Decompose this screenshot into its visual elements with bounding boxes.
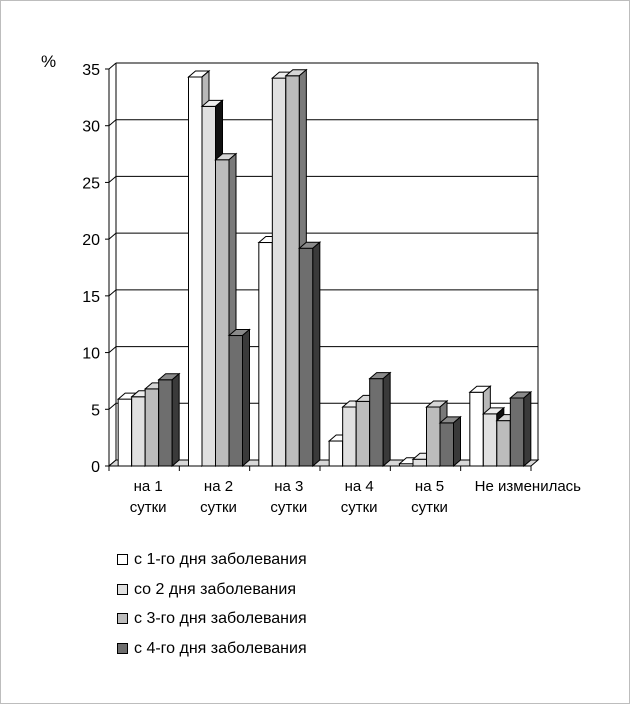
y-tick-label: 15 xyxy=(82,289,100,306)
y-tick-label: 0 xyxy=(91,459,100,476)
bar-front xyxy=(328,440,344,467)
bar-front xyxy=(131,396,146,467)
y-tick-label: 10 xyxy=(82,346,100,363)
bar-side xyxy=(312,241,321,468)
x-tick-label-line2: сутки xyxy=(270,499,307,516)
side-wall-line xyxy=(108,346,117,353)
bar-front xyxy=(482,413,498,467)
bar-front xyxy=(298,247,314,467)
legend-label: со 2 дня заболевания xyxy=(134,580,296,598)
bar xyxy=(438,415,462,468)
bar-side xyxy=(242,328,250,468)
side-wall-line xyxy=(108,176,117,183)
x-tick-label: Не изменилась xyxy=(475,478,582,495)
x-tick-label-line2: сутки xyxy=(130,499,167,516)
bar-front xyxy=(201,105,216,467)
y-tick-label: 35 xyxy=(82,62,100,79)
bar-side xyxy=(453,415,461,468)
bar xyxy=(157,372,181,468)
legend-swatch xyxy=(117,613,128,625)
legend: с 1-го дня заболевания со 2 дня заболеван… xyxy=(117,545,307,663)
x-tick-label: на 3 xyxy=(274,478,303,495)
bar-front xyxy=(258,242,273,467)
x-tick-label-line2: сутки xyxy=(411,499,448,516)
x-tick-label: на 1 xyxy=(134,478,163,495)
y-tick-label: 20 xyxy=(82,232,100,249)
bar-front xyxy=(496,420,511,467)
y-axis-label: % xyxy=(41,52,56,71)
side-wall-line xyxy=(108,119,117,127)
side-wall-line xyxy=(108,402,117,410)
bar-side xyxy=(382,371,391,468)
y-tick-label: 25 xyxy=(82,175,100,192)
bar xyxy=(297,241,322,468)
bars xyxy=(116,68,533,468)
bar-front xyxy=(285,75,300,467)
x-tick-label: на 5 xyxy=(415,478,444,495)
bar-front xyxy=(439,422,454,467)
bar-front xyxy=(188,76,203,467)
bar-front xyxy=(158,379,173,467)
bar xyxy=(227,328,251,468)
y-tick-label: 5 xyxy=(91,402,100,419)
legend-swatch xyxy=(117,554,128,566)
bar-side xyxy=(171,372,180,468)
bar xyxy=(368,371,392,468)
bar-front xyxy=(215,159,230,467)
legend-item: с 3-го дня заболевания xyxy=(117,604,307,634)
bar-front xyxy=(117,398,133,467)
y-tick-label: 30 xyxy=(82,119,100,136)
bar-front xyxy=(271,77,287,467)
bar xyxy=(508,390,533,468)
x-tick-label-line2: сутки xyxy=(200,499,237,516)
legend-item: с 1-го дня заболевания xyxy=(117,545,307,575)
legend-label: с 1-го дня заболевания xyxy=(134,551,307,568)
legend-swatch xyxy=(117,583,128,595)
bar-side xyxy=(523,390,532,468)
bar-chart: 0 5 10 15 20 25 30 35% на 1 сутки на 2 сутки на 3 сут… xyxy=(41,52,582,516)
side-wall-line xyxy=(108,289,117,297)
x-tick-label: на 4 xyxy=(345,478,374,495)
bar-front xyxy=(228,335,243,467)
legend-item: со 2 дня заболевания xyxy=(117,575,307,605)
legend-label: с 3-го дня заболевания xyxy=(134,610,307,627)
bar-front xyxy=(426,406,441,467)
legend-label: с 4-го дня заболевания xyxy=(134,639,307,657)
bar-front xyxy=(509,397,525,467)
side-wall-line xyxy=(108,232,117,240)
bar-front xyxy=(144,388,160,467)
side-wall-line xyxy=(108,62,117,70)
bar-front xyxy=(355,400,371,467)
bar-front xyxy=(412,458,427,467)
x-tick-label: на 2 xyxy=(204,478,233,495)
x-tick-label-line2: сутки xyxy=(341,499,378,516)
legend-swatch xyxy=(117,642,128,654)
bar-front xyxy=(369,378,384,467)
bar-front xyxy=(469,391,484,467)
legend-item: с 4-го дня заболевания xyxy=(117,634,307,664)
bar-front xyxy=(342,406,357,467)
